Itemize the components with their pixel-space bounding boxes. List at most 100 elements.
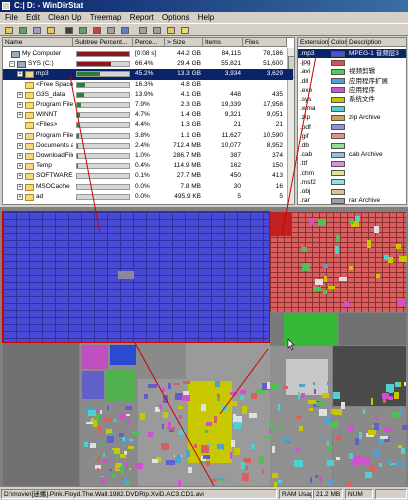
expand-icon[interactable]: + — [17, 132, 23, 139]
treemap-block[interactable] — [398, 444, 403, 448]
expand-icon[interactable]: + — [17, 183, 23, 190]
tree-row[interactable]: − SYS (C:) 66.4% 29.4 GB 55,821 51,600 — [3, 59, 293, 69]
treemap-block[interactable] — [233, 448, 240, 455]
treemap-block[interactable] — [199, 460, 207, 464]
col-size[interactable]: > Size — [165, 38, 203, 47]
treemap-block[interactable] — [106, 406, 110, 411]
treemap-block[interactable] — [335, 235, 341, 243]
treemap-block[interactable] — [396, 299, 405, 306]
treemap-block[interactable] — [379, 435, 388, 440]
treemap-block[interactable] — [91, 417, 94, 422]
treemap-block[interactable] — [261, 469, 265, 475]
treemap-block[interactable] — [186, 449, 191, 457]
treemap-block[interactable] — [370, 398, 373, 406]
treemap-block[interactable] — [120, 477, 126, 480]
copy-icon[interactable] — [31, 25, 42, 35]
extension-row[interactable]: .sys 系统文件 — [298, 95, 406, 104]
refresh-icon[interactable] — [17, 25, 28, 35]
extension-row[interactable]: .gif — [298, 132, 406, 141]
treemap-block[interactable] — [339, 277, 347, 282]
treemap-block[interactable] — [105, 429, 112, 434]
treemap-block[interactable] — [118, 432, 124, 438]
treemap-block[interactable] — [386, 458, 392, 465]
tree-row[interactable]: + mp3 45.2% 13.3 GB 3,934 3,629 — [3, 69, 293, 80]
treemap-block[interactable] — [138, 343, 186, 379]
treemap-block[interactable] — [344, 301, 349, 308]
treemap-block[interactable] — [270, 313, 284, 345]
treemap-block[interactable] — [381, 436, 391, 443]
treemap-block[interactable] — [128, 467, 132, 470]
treemap-block[interactable] — [367, 239, 372, 248]
treemap-block[interactable] — [178, 480, 182, 487]
tree-row[interactable]: + G3S_data 13.9% 4.1 GB 448 435 — [3, 90, 293, 100]
treemap-block[interactable] — [298, 383, 305, 387]
treemap-block[interactable] — [214, 381, 221, 388]
treemap-block[interactable] — [315, 474, 318, 478]
treemap-block[interactable] — [301, 393, 306, 398]
open-icon[interactable] — [3, 25, 14, 35]
treemap-block[interactable] — [339, 313, 406, 345]
col-name[interactable]: Name — [3, 38, 73, 47]
treemap-block[interactable] — [167, 382, 171, 390]
treemap-block[interactable] — [95, 414, 100, 422]
treemap-block[interactable] — [205, 430, 208, 433]
treemap-block[interactable] — [239, 396, 245, 400]
treemap-block[interactable] — [162, 423, 165, 430]
extension-row[interactable]: .exe 应用程序 — [298, 86, 406, 95]
treemap-block[interactable] — [313, 388, 316, 395]
treemap-block[interactable] — [124, 480, 130, 485]
treemap-block[interactable] — [359, 432, 363, 440]
treemap-block[interactable] — [355, 216, 361, 221]
treemap-block[interactable] — [390, 411, 399, 418]
treemap-block[interactable] — [300, 247, 308, 253]
treemap-block[interactable] — [327, 459, 335, 466]
treemap-block[interactable] — [112, 474, 116, 479]
expand-icon[interactable]: + — [17, 193, 23, 200]
user-command-icon[interactable] — [119, 25, 130, 35]
treemap-block[interactable] — [383, 255, 390, 260]
treemap-block[interactable] — [362, 409, 365, 414]
treemap-block[interactable] — [395, 243, 402, 250]
treemap-block[interactable] — [155, 456, 162, 462]
treemap-block[interactable] — [383, 398, 387, 404]
treemap-block[interactable] — [124, 476, 127, 483]
treemap-block[interactable] — [217, 393, 221, 397]
treemap-block[interactable] — [172, 382, 181, 385]
treemap-block[interactable] — [85, 422, 94, 425]
treemap-block[interactable] — [200, 404, 206, 412]
treemap-block[interactable] — [384, 426, 393, 432]
treemap-block[interactable] — [326, 382, 331, 386]
treemap-block[interactable] — [318, 436, 323, 440]
treemap-block[interactable] — [119, 454, 126, 458]
treemap-block[interactable] — [375, 274, 380, 279]
extension-row[interactable]: .chm — [298, 169, 406, 178]
extension-row[interactable]: .wma — [298, 104, 406, 113]
treemap-block[interactable] — [350, 221, 359, 228]
extension-row[interactable]: .avi 视频剪辑 — [298, 67, 406, 76]
treemap-block[interactable] — [377, 437, 384, 445]
tree-row[interactable]: + ad 0.0% 495.9 KB 5 5 — [3, 192, 293, 202]
treemap-block[interactable] — [107, 436, 115, 443]
treemap-block[interactable] — [161, 387, 166, 392]
treemap-block[interactable] — [93, 455, 98, 459]
treemap-block[interactable] — [251, 444, 256, 450]
expand-icon[interactable]: + — [17, 153, 23, 159]
extension-row[interactable]: .msf2 — [298, 178, 406, 187]
treemap-mp3-region[interactable] — [2, 211, 270, 343]
treemap-block[interactable] — [272, 445, 276, 453]
treemap-block[interactable] — [264, 435, 272, 439]
treemap-block[interactable] — [332, 392, 341, 399]
treemap-block[interactable] — [270, 383, 277, 391]
treemap-block[interactable] — [309, 476, 313, 483]
treemap-block[interactable] — [294, 448, 301, 451]
treemap-block[interactable] — [268, 427, 271, 434]
treemap-block[interactable] — [312, 286, 321, 292]
treemap-block[interactable] — [120, 439, 128, 444]
tree-row[interactable]: <Free Space> 16.3% 4.8 GB — [3, 80, 293, 90]
treemap-block[interactable] — [113, 419, 116, 423]
treemap-block[interactable] — [111, 450, 114, 455]
help-icon[interactable] — [179, 25, 190, 35]
tree-row[interactable]: + WINNT 4.7% 1.4 GB 9,321 9,051 — [3, 110, 293, 120]
treemap-block[interactable] — [168, 429, 174, 432]
treemap-block[interactable] — [200, 445, 209, 453]
